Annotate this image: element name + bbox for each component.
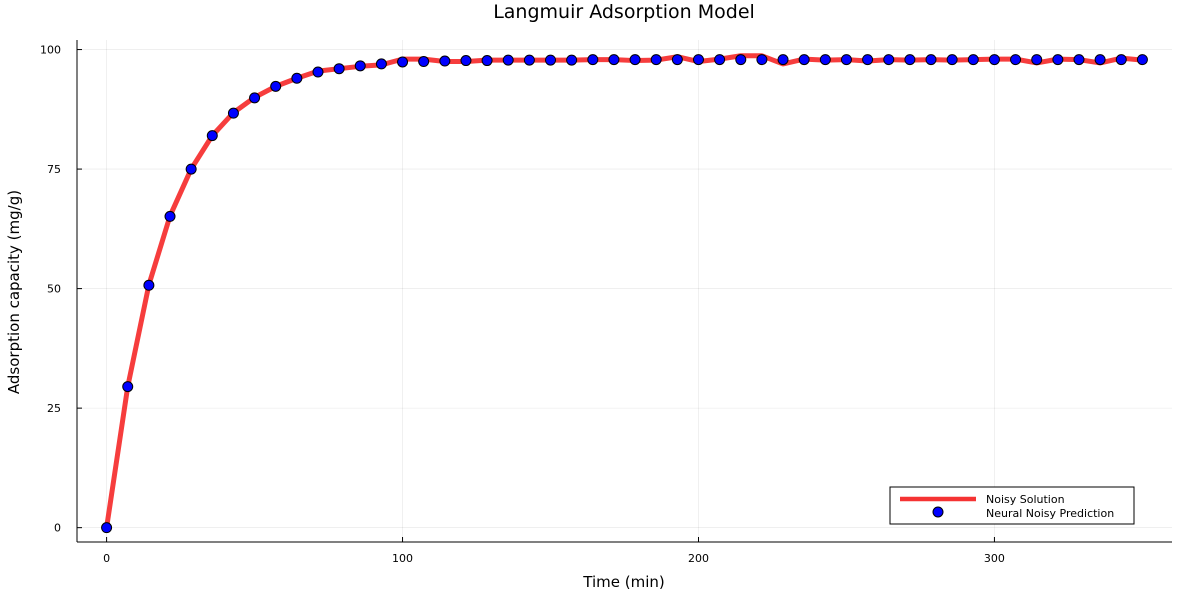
data-point-neural-noisy-prediction (1031, 54, 1043, 66)
data-point-neural-noisy-prediction (1094, 54, 1106, 66)
data-point-neural-noisy-prediction (587, 54, 599, 66)
data-point-neural-noisy-prediction (756, 54, 768, 66)
y-tick-label: 75 (47, 163, 61, 176)
data-point-neural-noisy-prediction (460, 55, 472, 67)
x-tick-label: 100 (392, 552, 413, 565)
data-point-neural-noisy-prediction (545, 54, 557, 66)
data-point-neural-noisy-prediction (1073, 54, 1085, 66)
data-point-neural-noisy-prediction (566, 54, 578, 66)
data-point-neural-noisy-prediction (375, 58, 387, 70)
data-point-neural-noisy-prediction (502, 54, 514, 66)
data-point-neural-noisy-prediction (101, 522, 113, 534)
series-line-noisy-solution (104, 53, 1145, 531)
data-point-neural-noisy-prediction (819, 54, 831, 66)
chart-title: Langmuir Adsorption Model (493, 1, 755, 23)
data-point-neural-noisy-prediction (714, 54, 726, 66)
axes (76, 40, 1172, 543)
data-point-neural-noisy-prediction (777, 54, 789, 66)
data-point-neural-noisy-prediction (333, 63, 345, 75)
data-point-neural-noisy-prediction (629, 54, 641, 66)
data-point-neural-noisy-prediction (608, 54, 620, 66)
y-axis-label: Adsorption capacity (mg/g) (5, 190, 23, 394)
plot-area (101, 53, 1148, 534)
x-axis-label: Time (min) (582, 573, 664, 591)
data-point-neural-noisy-prediction (227, 107, 239, 119)
data-point-neural-noisy-prediction (1136, 54, 1148, 66)
data-point-neural-noisy-prediction (481, 55, 493, 67)
data-point-neural-noisy-prediction (143, 279, 155, 291)
data-point-neural-noisy-prediction (418, 56, 430, 68)
data-point-neural-noisy-prediction (249, 92, 261, 104)
data-point-neural-noisy-prediction (840, 54, 852, 66)
data-point-neural-noisy-prediction (671, 54, 683, 66)
data-point-neural-noisy-prediction (988, 54, 1000, 66)
data-point-neural-noisy-prediction (1115, 54, 1127, 66)
y-tick-label: 0 (54, 522, 61, 535)
ticks: 0 100 200 300 0 25 50 75 100 (40, 44, 1005, 565)
grid (77, 40, 1172, 542)
data-point-neural-noisy-prediction (397, 56, 409, 68)
data-point-neural-noisy-prediction (1052, 54, 1064, 66)
x-tick-label: 200 (688, 552, 709, 565)
data-point-neural-noisy-prediction (904, 54, 916, 66)
data-point-neural-noisy-prediction (312, 66, 324, 78)
x-tick-label: 300 (984, 552, 1005, 565)
y-tick-label: 100 (40, 44, 61, 57)
data-point-neural-noisy-prediction (122, 381, 134, 393)
data-point-neural-noisy-prediction (270, 80, 282, 92)
data-point-neural-noisy-prediction (185, 163, 197, 175)
x-tick-label: 0 (103, 552, 110, 565)
legend-entry-noisy-solution: Noisy Solution (986, 493, 1065, 506)
data-point-neural-noisy-prediction (291, 72, 303, 84)
data-point-neural-noisy-prediction (523, 54, 535, 66)
legend-box (889, 486, 1135, 525)
data-point-neural-noisy-prediction (735, 54, 747, 66)
data-point-neural-noisy-prediction (967, 54, 979, 66)
data-point-neural-noisy-prediction (1010, 54, 1022, 66)
data-point-neural-noisy-prediction (883, 54, 895, 66)
data-point-neural-noisy-prediction (650, 54, 662, 66)
data-point-neural-noisy-prediction (925, 54, 937, 66)
legend-entry-neural-noisy-prediction: Neural Noisy Prediction (986, 507, 1114, 520)
data-point-neural-noisy-prediction (439, 55, 451, 67)
data-point-neural-noisy-prediction (798, 54, 810, 66)
data-point-neural-noisy-prediction (206, 130, 218, 142)
data-point-neural-noisy-prediction (946, 54, 958, 66)
legend: Noisy Solution Neural Noisy Prediction (889, 486, 1135, 525)
y-tick-label: 50 (47, 283, 61, 296)
y-tick-label: 25 (47, 402, 61, 415)
data-point-neural-noisy-prediction (862, 54, 874, 66)
data-point-neural-noisy-prediction (164, 210, 176, 222)
legend-marker-swatch (932, 506, 944, 518)
data-point-neural-noisy-prediction (692, 54, 704, 66)
data-point-neural-noisy-prediction (354, 60, 366, 72)
